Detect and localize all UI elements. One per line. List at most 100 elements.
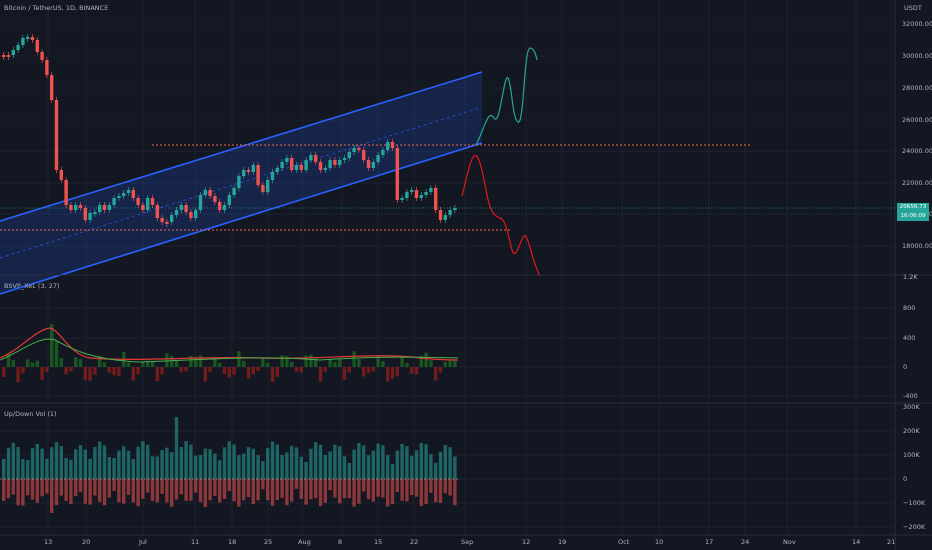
- ascending-channel[interactable]: [0, 71, 483, 295]
- down-vol-bar: [357, 479, 361, 504]
- candle-body: [45, 60, 49, 75]
- down-vol-bar: [141, 479, 145, 499]
- candle-body: [366, 160, 371, 168]
- candle-body: [50, 75, 54, 100]
- bsvp-bar: [304, 355, 308, 367]
- candle-body: [429, 188, 433, 192]
- bsvp-bar: [453, 359, 457, 367]
- down-vol-bar: [160, 479, 164, 494]
- time-tick-label: 12: [522, 538, 531, 546]
- down-vol-bar: [410, 479, 414, 496]
- time-tick-label: Oct: [618, 538, 630, 546]
- projection-paths[interactable]: [461, 47, 541, 277]
- down-vol-bar: [323, 479, 327, 503]
- up-vol-bar: [165, 447, 169, 479]
- down-vol-bar: [453, 479, 457, 506]
- up-vol-bar: [194, 455, 198, 479]
- bsvp-bar: [357, 358, 361, 367]
- down-vol-bar: [117, 479, 121, 503]
- bsvp-bar: [26, 359, 30, 367]
- up-vol-bar: [184, 441, 188, 479]
- down-vol-bar: [203, 479, 207, 507]
- up-vol-bar: [251, 448, 255, 479]
- bsvp-bar: [338, 359, 342, 367]
- up-vol-bar: [314, 442, 318, 479]
- down-vol-bar: [443, 479, 447, 494]
- candle-body: [126, 190, 131, 193]
- time-tick-label: 20: [82, 538, 91, 546]
- up-vol-bar: [26, 460, 30, 479]
- bsvp-bar: [386, 367, 390, 382]
- down-vol-bar: [270, 479, 275, 506]
- time-tick-label: 21: [887, 538, 896, 546]
- up-vol-bar: [107, 457, 111, 479]
- bsvp-tick-label: 1.2K: [903, 273, 918, 281]
- updown-vol-title[interactable]: Up/Down Vol (1): [4, 410, 57, 418]
- candle-body: [357, 148, 361, 150]
- candle-body: [347, 152, 351, 158]
- bsvp-bar: [136, 367, 140, 375]
- symbol-title[interactable]: Bitcoin / TetherUS, 1D, BINANCE: [4, 4, 109, 12]
- up-vol-bar: [227, 441, 231, 479]
- bsvp-bar: [170, 355, 174, 367]
- down-vol-bar: [314, 479, 318, 499]
- bsvp-signal-green: [0, 338, 459, 363]
- down-vol-bar: [40, 479, 44, 497]
- bsvp-title[interactable]: BSVP_XeL (3, 27): [4, 282, 60, 290]
- down-vol-bar: [2, 479, 6, 501]
- bsvp-bar: [98, 355, 102, 367]
- up-vol-bar: [11, 442, 15, 479]
- up-vol-bar: [170, 452, 174, 479]
- up-vol-bar: [275, 444, 279, 479]
- down-vol-bar: [184, 479, 188, 501]
- down-vol-bar: [21, 479, 25, 506]
- bsvp-bar: [160, 367, 164, 375]
- bsvp-bar: [405, 362, 409, 367]
- candle-body: [270, 172, 275, 180]
- bsvp-bar: [131, 367, 135, 381]
- updown-tick-label: 300K: [903, 403, 920, 411]
- down-vol-bar: [386, 479, 390, 507]
- channel-mid-line: [0, 106, 483, 259]
- down-vol-bar: [170, 479, 174, 507]
- candle-body: [314, 155, 318, 162]
- up-vol-bar: [222, 447, 227, 479]
- candle-body: [318, 162, 323, 170]
- up-vol-bar: [74, 449, 78, 479]
- bsvp-bar: [64, 367, 68, 375]
- down-vol-bar: [261, 479, 265, 490]
- down-vol-bar: [83, 479, 87, 504]
- bsvp-bar: [174, 360, 179, 367]
- channel-upper-line: [0, 71, 483, 222]
- bearish-projection-path: [461, 154, 541, 277]
- bsvp-indicator: [0, 324, 459, 382]
- currency-label: USDT: [904, 4, 922, 12]
- bsvp-bar: [275, 367, 279, 377]
- horizontal-levels[interactable]: [0, 144, 895, 231]
- bsvp-bar: [410, 367, 414, 374]
- updown-tick-label: 0: [903, 475, 908, 483]
- up-vol-bar: [179, 447, 183, 479]
- down-vol-bar: [362, 479, 366, 492]
- candle-body: [275, 168, 279, 172]
- up-vol-bar: [88, 458, 92, 479]
- up-vol-bar: [122, 446, 126, 479]
- bsvp-bar: [146, 360, 150, 367]
- candle-body: [362, 150, 366, 160]
- up-vol-bar: [59, 446, 63, 479]
- bsvp-bar: [333, 362, 337, 367]
- current-price-tag: 20656.73: [897, 203, 929, 212]
- bsvp-bar: [11, 360, 15, 367]
- candle-body: [285, 158, 289, 162]
- bsvp-bar: [424, 352, 428, 367]
- up-vol-bar: [189, 444, 193, 479]
- bsvp-bar: [141, 361, 145, 367]
- down-vol-bar: [74, 479, 78, 497]
- bsvp-bar: [419, 355, 423, 367]
- candle-body: [117, 196, 121, 198]
- grid-lines: [0, 0, 895, 535]
- candle-body: [218, 202, 222, 210]
- candle-body: [414, 190, 419, 198]
- bsvp-bar: [165, 353, 169, 367]
